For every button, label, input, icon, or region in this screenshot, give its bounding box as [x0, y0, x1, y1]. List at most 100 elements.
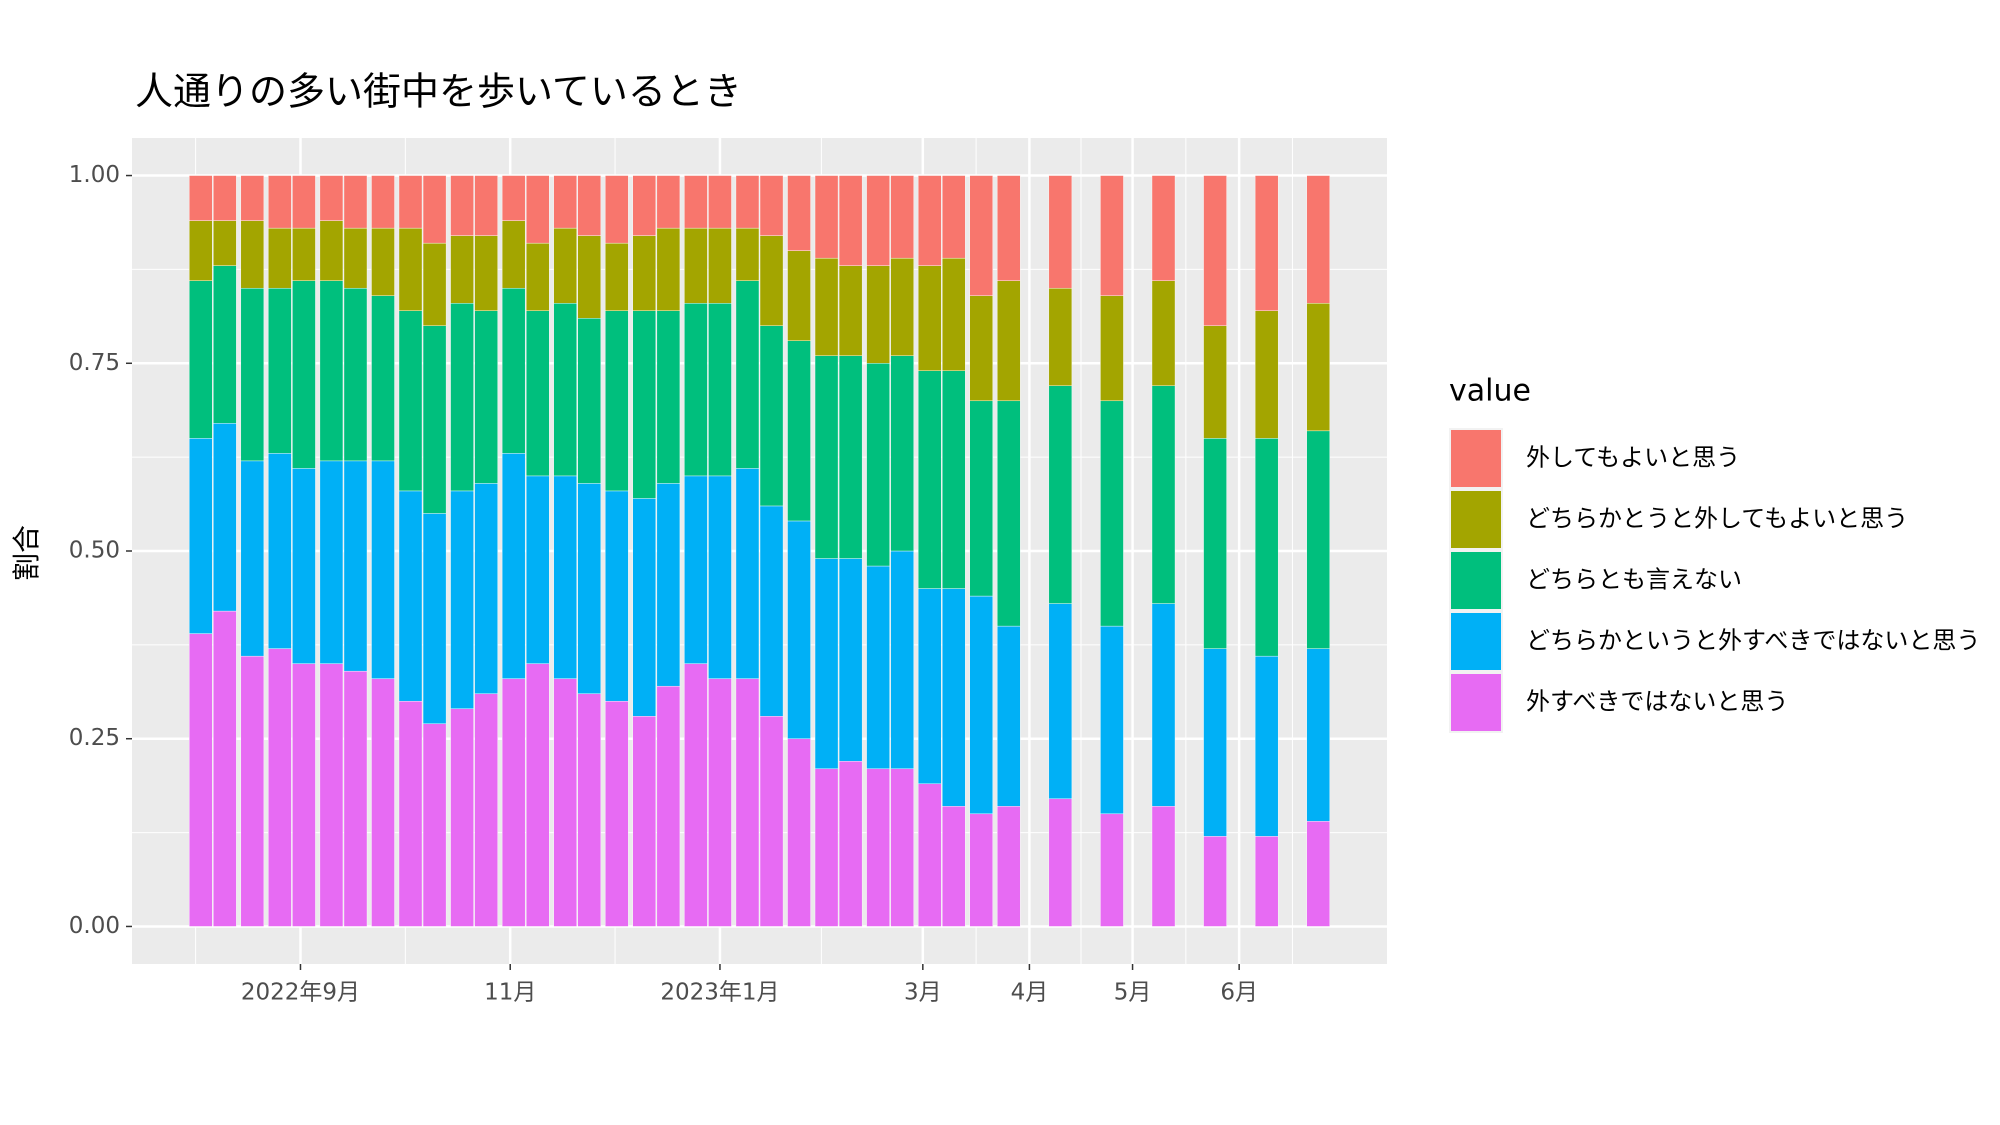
legend-label: どちらかとうと外してもよいと思う — [1526, 505, 1908, 533]
bar-segment — [942, 806, 966, 927]
bar-segment — [735, 678, 760, 927]
bar-segment — [343, 175, 368, 229]
bar-segment — [969, 595, 993, 815]
bar-segment — [969, 295, 993, 402]
legend-key — [1451, 613, 1501, 670]
bar-segment — [969, 175, 993, 296]
bar-segment — [240, 220, 265, 289]
legend-key — [1451, 674, 1501, 731]
bar-segment — [814, 257, 839, 356]
bar-segment — [213, 175, 237, 221]
bar-segment — [787, 340, 811, 522]
bar-segment — [422, 325, 447, 514]
bar-segment — [240, 460, 265, 657]
y-tick-label: 0.25 — [69, 725, 120, 751]
bar-segment — [450, 175, 474, 236]
bar-segment — [735, 227, 760, 281]
x-tick-label: 3月 — [904, 980, 942, 1006]
bar-segment — [684, 175, 708, 229]
bar-segment — [422, 513, 447, 724]
bar-segment — [319, 280, 344, 462]
bar-segment — [450, 708, 474, 927]
bar-segment — [501, 678, 526, 927]
bar-segment — [501, 287, 526, 454]
bar-segment — [474, 693, 498, 927]
bar-segment — [1151, 175, 1176, 281]
bar-segment — [371, 175, 395, 229]
bar-segment — [213, 265, 237, 424]
chart-title: 人通りの多い街中を歩いているとき — [135, 70, 742, 114]
bar-segment — [553, 678, 577, 927]
bar-segment — [605, 490, 629, 702]
bar-segment — [787, 520, 811, 739]
bar-segment — [866, 265, 890, 364]
bar-segment — [240, 175, 265, 221]
bar-segment — [189, 280, 213, 439]
bar-segment — [866, 175, 890, 266]
bar-segment — [890, 550, 914, 769]
bar-segment — [1306, 648, 1330, 822]
bar-segment — [1254, 310, 1279, 439]
bar-segment — [526, 663, 550, 927]
bar-segment — [268, 287, 292, 454]
bar-segment — [577, 175, 602, 236]
bar-segment — [708, 175, 732, 229]
bar-segment — [656, 685, 681, 927]
legend-label: 外してもよいと思う — [1526, 444, 1740, 472]
bar-segment — [1100, 295, 1124, 402]
bar-segment — [1306, 430, 1330, 649]
bar-segment — [1203, 175, 1227, 326]
bar-segment — [398, 227, 423, 311]
bar-segment — [371, 227, 395, 296]
bar-segment — [1306, 821, 1330, 927]
bar-segment — [213, 423, 237, 612]
bar-segment — [997, 280, 1021, 402]
bar-segment — [474, 310, 498, 484]
bar-segment — [526, 175, 550, 244]
bar-segment — [1048, 385, 1073, 604]
y-tick-label: 0.75 — [69, 350, 120, 376]
bar-segment — [890, 355, 914, 552]
bar-segment — [577, 235, 602, 319]
bar-segment — [1048, 287, 1073, 387]
x-tick-label: 2023年1月 — [660, 980, 779, 1006]
bar-segment — [1100, 625, 1124, 815]
bar-segment — [526, 242, 550, 311]
bar-segment — [1100, 400, 1124, 627]
bar-segment — [605, 242, 629, 311]
bar-segment — [474, 235, 498, 311]
bar-segment — [838, 761, 863, 927]
bar-segment — [1306, 303, 1330, 432]
bar-segment — [240, 287, 265, 462]
bar-segment — [969, 400, 993, 597]
bar-segment — [371, 295, 395, 462]
bar-segment — [553, 175, 577, 229]
bar-segment — [1151, 280, 1176, 387]
y-tick-label: 1.00 — [69, 162, 120, 188]
bar-segment — [292, 175, 316, 229]
bar-segment — [553, 303, 577, 477]
bar-segment — [997, 806, 1021, 927]
bar-segment — [501, 220, 526, 289]
bar-segment — [319, 175, 344, 221]
bar-segment — [553, 227, 577, 304]
bar-segment — [942, 370, 966, 589]
bar-segment — [632, 716, 657, 927]
bar-segment — [501, 175, 526, 221]
bar-segment — [1048, 798, 1073, 927]
bar-segment — [292, 663, 316, 927]
bar-segment — [708, 303, 732, 477]
bar-segment — [189, 175, 213, 221]
bar-segment — [422, 242, 447, 326]
bar-segment — [838, 265, 863, 356]
bar-segment — [319, 460, 344, 664]
bar-segment — [343, 670, 368, 927]
bar-segment — [632, 175, 657, 236]
bar-segment — [759, 505, 784, 717]
bar-segment — [632, 498, 657, 717]
bar-segment — [526, 475, 550, 664]
bar-segment — [605, 700, 629, 927]
y-axis-label: 割合 — [10, 525, 43, 581]
bar-segment — [684, 475, 708, 664]
bar-segment — [268, 453, 292, 649]
